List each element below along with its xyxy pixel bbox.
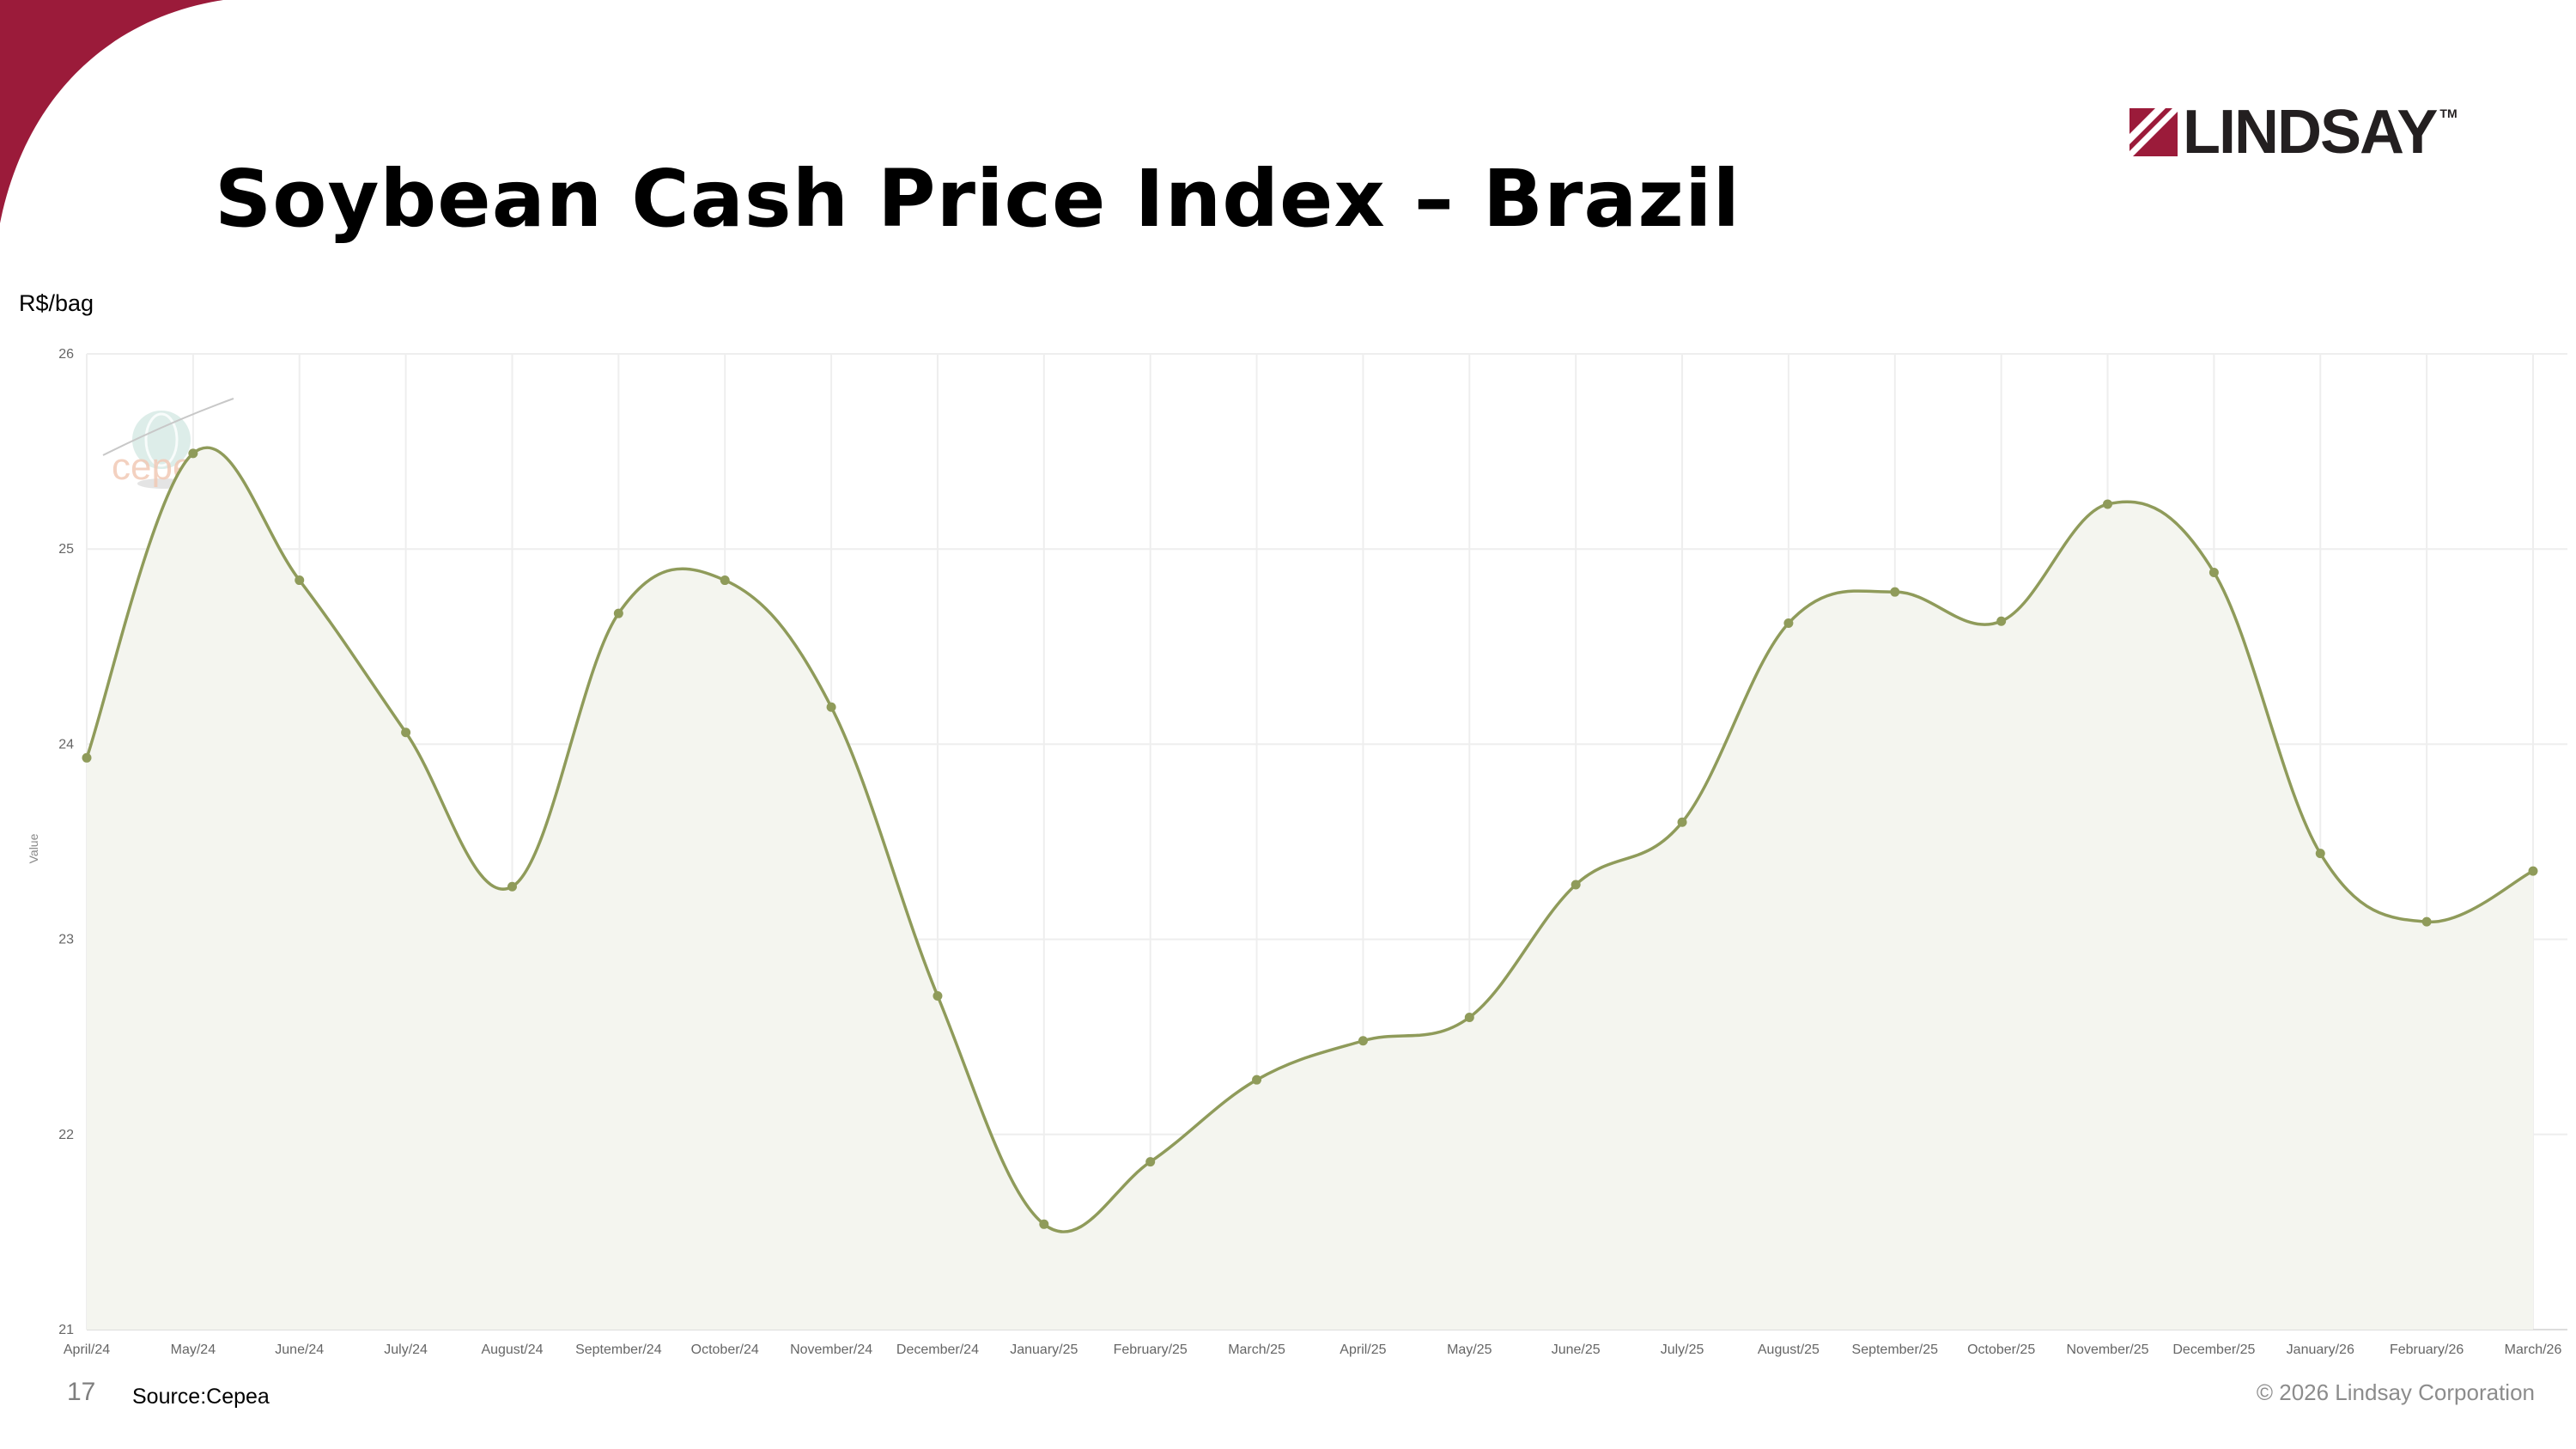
- corner-swoosh: [0, 0, 223, 223]
- data-point[interactable]: [1571, 880, 1581, 890]
- y-tick-label: 21: [58, 1323, 74, 1337]
- x-tick-label: October/24: [691, 1342, 759, 1357]
- x-tick-label: May/24: [171, 1342, 216, 1357]
- data-point[interactable]: [1890, 587, 1900, 597]
- data-point[interactable]: [1464, 1012, 1474, 1022]
- x-tick-label: September/25: [1852, 1342, 1939, 1357]
- x-tick-label: April/25: [1340, 1342, 1386, 1357]
- x-tick-label: November/25: [2066, 1342, 2148, 1357]
- copyright: © 2026 Lindsay Corporation: [2256, 1379, 2535, 1405]
- data-point[interactable]: [1145, 1157, 1156, 1167]
- data-point[interactable]: [2208, 567, 2219, 577]
- x-tick-label: January/26: [2287, 1342, 2354, 1357]
- x-tick-label: February/25: [1114, 1342, 1188, 1357]
- lindsay-logo-mark-icon: [2129, 108, 2178, 156]
- logo-wordmark: LINDSAY: [2183, 98, 2438, 167]
- lindsay-logo: LINDSAY TM: [2129, 101, 2458, 163]
- x-tick-label: August/25: [1758, 1342, 1820, 1357]
- x-tick-label: February/26: [2390, 1342, 2464, 1357]
- data-point[interactable]: [2528, 866, 2538, 876]
- unit-label: R$/bag: [19, 290, 94, 316]
- x-tick-label: October/25: [1967, 1342, 2035, 1357]
- y-tick-label: 22: [58, 1128, 74, 1142]
- data-point[interactable]: [613, 608, 623, 618]
- logo-trademark: TM: [2439, 107, 2458, 120]
- series-area: [87, 447, 2533, 1330]
- x-tick-label: December/25: [2172, 1342, 2255, 1357]
- data-point[interactable]: [2421, 916, 2432, 927]
- data-point[interactable]: [1996, 616, 2007, 626]
- x-tick-label: May/25: [1447, 1342, 1492, 1357]
- x-axis-ticks: April/24 May/24 June/24 July/24 August/24 Sep…: [64, 1342, 2562, 1357]
- x-tick-label: November/24: [790, 1342, 872, 1357]
- data-point[interactable]: [1358, 1036, 1368, 1046]
- y-axis-ticks: 21 22 23 24 25 26: [58, 347, 74, 1337]
- series-area-fill: [87, 447, 2533, 1330]
- y-tick-label: 23: [58, 933, 74, 947]
- x-tick-label: August/24: [481, 1342, 543, 1357]
- series-points: [82, 448, 2538, 1229]
- data-point[interactable]: [720, 575, 730, 586]
- y-axis-title: Value: [27, 833, 40, 863]
- x-tick-label: June/25: [1552, 1342, 1601, 1357]
- page-number: 17: [67, 1378, 96, 1406]
- data-point[interactable]: [933, 990, 943, 1001]
- y-tick-label: 26: [58, 347, 74, 362]
- slide-title: Soybean Cash Price Index – Brazil: [215, 153, 1741, 245]
- data-point[interactable]: [2103, 499, 2113, 509]
- data-point[interactable]: [188, 448, 198, 459]
- x-tick-label: June/24: [275, 1342, 324, 1357]
- data-point[interactable]: [82, 752, 92, 763]
- x-tick-label: September/24: [575, 1342, 662, 1357]
- data-point[interactable]: [2315, 849, 2325, 859]
- y-tick-label: 24: [58, 737, 74, 752]
- data-point[interactable]: [1677, 817, 1687, 827]
- source-note: Source:Cepea: [132, 1385, 270, 1409]
- x-tick-label: July/25: [1661, 1342, 1704, 1357]
- data-point[interactable]: [1252, 1075, 1262, 1085]
- x-tick-label: December/24: [896, 1342, 979, 1357]
- watermark-globe-icon: [132, 411, 191, 469]
- data-point[interactable]: [295, 575, 305, 586]
- corner-decoration: [0, 0, 223, 223]
- x-tick-label: April/24: [64, 1342, 110, 1357]
- x-tick-label: January/25: [1010, 1342, 1078, 1357]
- data-point[interactable]: [1783, 618, 1794, 629]
- x-tick-label: March/26: [2505, 1342, 2562, 1357]
- x-tick-label: July/24: [384, 1342, 428, 1357]
- y-tick-label: 25: [58, 542, 74, 557]
- data-point[interactable]: [507, 881, 517, 892]
- data-point[interactable]: [826, 702, 836, 712]
- data-point[interactable]: [1039, 1219, 1049, 1229]
- data-point[interactable]: [401, 728, 411, 738]
- x-tick-label: March/25: [1228, 1342, 1285, 1357]
